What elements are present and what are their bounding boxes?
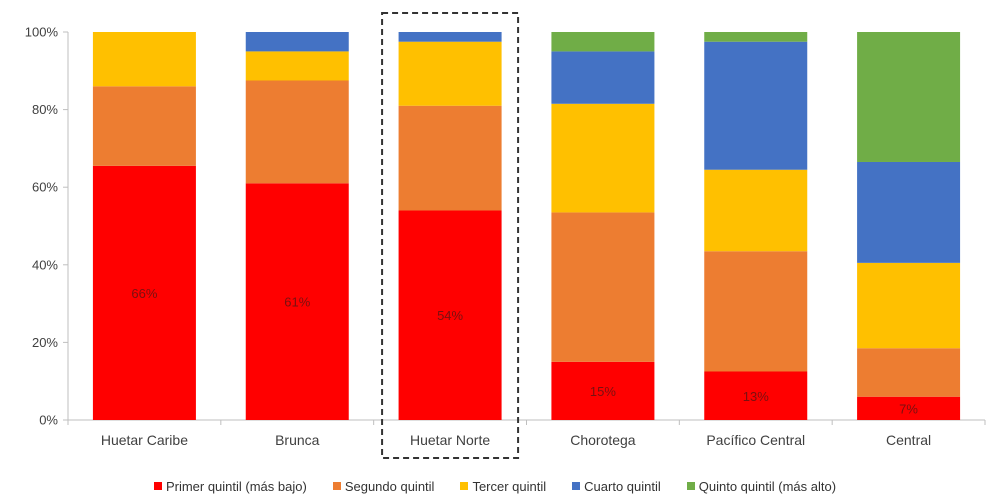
legend-swatch (153, 482, 162, 490)
legend-swatch (460, 482, 469, 490)
bar-segment (551, 32, 655, 52)
x-category-label: Huetar Norte (410, 432, 490, 448)
legend-swatch (572, 482, 581, 490)
bar-segment (551, 103, 655, 213)
legend-item: Primer quintil (más bajo) (153, 478, 307, 494)
bar-segment (551, 361, 655, 420)
bar-segment (92, 86, 196, 166)
bar-segment (398, 105, 502, 211)
bar-segment (245, 32, 349, 52)
bar-segment (551, 51, 655, 104)
bar-segment (857, 262, 961, 349)
bar-segment (857, 32, 961, 162)
bar-segment (92, 32, 196, 87)
x-category-label: Central (886, 432, 931, 448)
bar-segment (857, 348, 961, 397)
bar-segment (704, 41, 808, 170)
bar-data-label: 61% (284, 295, 310, 310)
bar-segment (398, 210, 502, 420)
y-tick-label: 40% (32, 257, 58, 272)
bar-data-label: 7% (899, 401, 918, 416)
legend-swatch (332, 482, 341, 490)
legend-label: Tercer quintil (472, 478, 547, 494)
bar-data-label: 66% (131, 286, 157, 301)
y-tick-label: 100% (25, 25, 59, 40)
bar-segment (245, 51, 349, 81)
stacked-bar-chart: 0% 20% 40% 60% 80% 100% 66% Huetar Caribe 61% Bru… (25, 12, 986, 459)
y-tick-label: 80% (32, 102, 58, 117)
bar-segment (551, 212, 655, 362)
bar-segment (245, 80, 349, 184)
y-tick-label: 0% (39, 413, 58, 428)
legend-item: Segundo quintil (332, 478, 435, 494)
bar-segment (92, 165, 196, 420)
bar-segment (398, 41, 502, 106)
bar-segment (398, 32, 502, 42)
bar-segment (245, 183, 349, 420)
bar-segment (704, 32, 808, 42)
legend-item: Cuarto quintil (572, 479, 661, 494)
bar-segment (857, 396, 961, 420)
y-tick-label: 20% (32, 335, 58, 350)
bar-data-label: 15% (590, 384, 616, 399)
bar-data-label: 54% (437, 308, 463, 323)
bar-data-label: 13% (743, 389, 769, 404)
bar-segment (704, 169, 808, 252)
bar-segment (704, 371, 808, 420)
y-tick-label: 60% (32, 180, 58, 195)
legend-label: Quinto quintil (más alto) (698, 478, 837, 494)
legend-item: Tercer quintil (460, 479, 546, 494)
legend-label: Primer quintil (más bajo) (165, 478, 307, 494)
bar-segment (704, 251, 808, 372)
x-category-label: Pacífico Central (706, 432, 805, 448)
legend-label: Segundo quintil (344, 478, 435, 494)
bar-segment (857, 161, 961, 263)
x-category-label: Huetar Caribe (101, 432, 188, 448)
legend-item: Quinto quintil (más alto) (686, 478, 837, 494)
x-category-label: Brunca (275, 432, 320, 448)
legend-swatch (686, 482, 695, 490)
legend-label: Cuarto quintil (584, 478, 661, 494)
chart-legend: Primer quintil (más bajo) Segundo quintil… (0, 476, 990, 496)
x-category-label: Chorotega (570, 432, 636, 448)
